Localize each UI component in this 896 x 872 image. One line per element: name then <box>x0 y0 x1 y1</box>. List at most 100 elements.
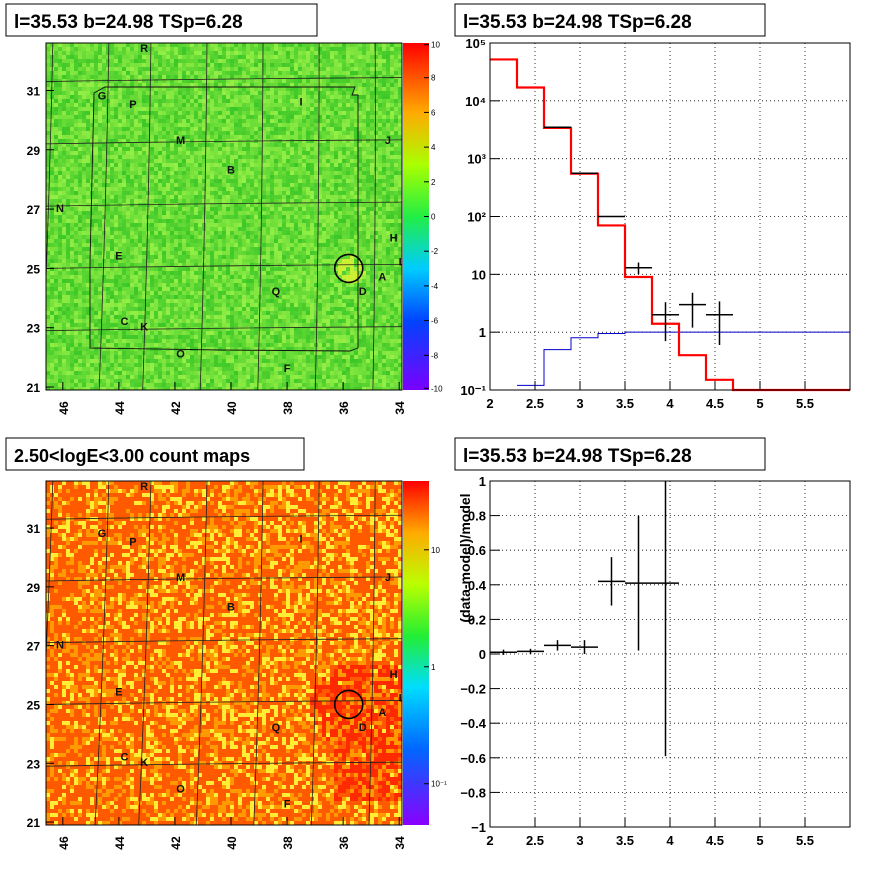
heatmap-pixel <box>382 219 386 223</box>
heatmap-pixel <box>350 43 354 47</box>
heatmap-pixel <box>110 239 114 243</box>
heatmap-pixel <box>174 99 178 103</box>
heatmap-pixel <box>90 219 94 223</box>
heatmap-pixel <box>282 215 286 219</box>
heatmap-pixel <box>190 187 194 191</box>
heatmap-pixel <box>322 143 326 147</box>
heatmap-pixel <box>342 199 346 203</box>
heatmap-pixel <box>358 103 362 107</box>
heatmap-pixel <box>54 95 58 99</box>
heatmap-pixel <box>230 187 234 191</box>
heatmap-pixel <box>190 195 194 199</box>
heatmap-pixel <box>170 159 174 163</box>
heatmap-pixel <box>130 243 134 247</box>
heatmap-pixel <box>122 119 126 123</box>
heatmap-pixel <box>302 47 306 51</box>
heatmap-pixel <box>186 111 190 115</box>
heatmap-pixel <box>178 111 182 115</box>
heatmap-pixel <box>214 203 218 207</box>
heatmap-pixel <box>342 99 346 103</box>
heatmap-pixel <box>302 155 306 159</box>
heatmap-pixel <box>222 251 226 255</box>
heatmap-pixel <box>234 91 238 95</box>
heatmap-pixel <box>246 75 250 79</box>
heatmap-pixel <box>338 219 342 223</box>
heatmap-pixel <box>310 83 314 87</box>
heatmap-pixel <box>358 107 362 111</box>
heatmap-pixel <box>70 55 74 59</box>
heatmap-pixel <box>310 75 314 79</box>
heatmap-pixel <box>110 199 114 203</box>
heatmap-pixel <box>138 71 142 75</box>
heatmap-pixel <box>374 263 378 267</box>
heatmap-pixel <box>242 183 246 187</box>
heatmap-pixel <box>378 227 382 231</box>
heatmap-pixel <box>270 247 274 251</box>
heatmap-pixel <box>330 223 334 227</box>
heatmap-pixel <box>150 223 154 227</box>
heatmap-pixel <box>198 143 202 147</box>
heatmap-pixel <box>386 207 390 211</box>
heatmap-pixel <box>230 179 234 183</box>
heatmap-pixel <box>174 243 178 247</box>
heatmap-pixel <box>342 231 346 235</box>
heatmap-pixel <box>70 87 74 91</box>
heatmap-pixel <box>134 239 138 243</box>
heatmap-pixel <box>374 131 378 135</box>
heatmap-pixel <box>338 95 342 99</box>
heatmap-pixel <box>198 219 202 223</box>
heatmap-pixel <box>210 47 214 51</box>
heatmap-pixel <box>290 251 294 255</box>
heatmap-pixel <box>318 239 322 243</box>
heatmap-pixel <box>278 131 282 135</box>
heatmap-pixel <box>182 247 186 251</box>
heatmap-pixel <box>270 207 274 211</box>
heatmap-pixel <box>186 247 190 251</box>
heatmap-pixel <box>266 87 270 91</box>
heatmap-pixel <box>230 143 234 147</box>
heatmap-pixel <box>270 163 274 167</box>
heatmap-pixel <box>262 231 266 235</box>
heatmap-pixel <box>58 251 62 255</box>
heatmap-pixel <box>390 131 394 135</box>
heatmap-pixel <box>382 231 386 235</box>
heatmap-pixel <box>142 231 146 235</box>
heatmap-pixel <box>126 183 130 187</box>
heatmap-pixel <box>282 231 286 235</box>
heatmap-pixel <box>154 95 158 99</box>
heatmap-pixel <box>294 215 298 219</box>
heatmap-pixel <box>238 63 242 67</box>
heatmap-pixel <box>102 115 106 119</box>
heatmap-pixel <box>398 203 402 207</box>
heatmap-pixel <box>114 163 118 167</box>
heatmap-pixel <box>170 111 174 115</box>
heatmap-pixel <box>118 143 122 147</box>
heatmap-pixel <box>262 211 266 215</box>
heatmap-pixel <box>174 131 178 135</box>
heatmap-pixel <box>94 115 98 119</box>
heatmap-pixel <box>142 111 146 115</box>
heatmap-pixel <box>358 167 362 171</box>
heatmap-pixel <box>350 239 354 243</box>
heatmap-pixel <box>274 219 278 223</box>
heatmap-pixel <box>122 79 126 83</box>
heatmap-pixel <box>70 247 74 251</box>
heatmap-pixel <box>202 187 206 191</box>
heatmap-pixel <box>222 95 226 99</box>
heatmap-pixel <box>158 211 162 215</box>
heatmap-pixel <box>302 203 306 207</box>
heatmap-pixel <box>262 151 266 155</box>
heatmap-pixel <box>266 107 270 111</box>
heatmap-pixel <box>358 63 362 67</box>
heatmap-pixel <box>182 207 186 211</box>
heatmap-pixel <box>250 147 254 151</box>
heatmap-pixel <box>178 191 182 195</box>
heatmap-pixel <box>326 51 330 55</box>
heatmap-pixel <box>190 51 194 55</box>
heatmap-pixel <box>218 51 222 55</box>
heatmap-pixel <box>130 79 134 83</box>
heatmap-pixel <box>126 63 130 67</box>
heatmap-pixel <box>66 239 70 243</box>
heatmap-pixel <box>98 247 102 251</box>
heatmap-pixel <box>210 111 214 115</box>
